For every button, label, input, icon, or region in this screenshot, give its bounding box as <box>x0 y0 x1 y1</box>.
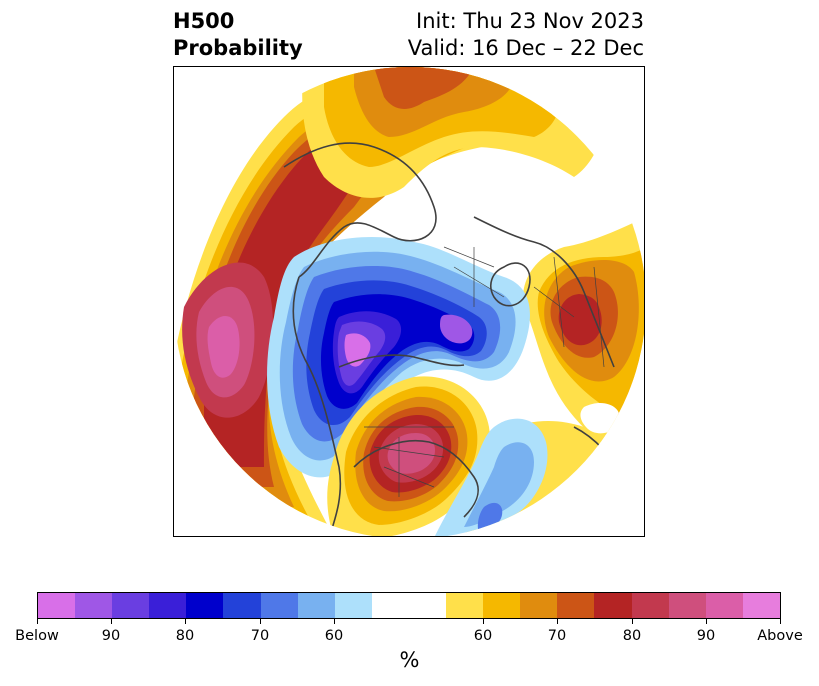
colorbar-swatch-neutral <box>371 593 447 618</box>
tick-label-above-70: 70 <box>547 628 567 644</box>
probability-map <box>174 67 644 536</box>
title-variable: H500 <box>173 9 235 33</box>
colorbar-swatch-below-80 <box>186 593 224 618</box>
colorbar-swatch-above-100 <box>742 593 780 618</box>
colorbar-swatch-below-65 <box>297 593 335 618</box>
tick-label-above-80: 80 <box>622 628 642 644</box>
tick-mark <box>185 619 186 624</box>
colorbar-swatch-above-75 <box>557 593 595 618</box>
tick-label-below: Below <box>15 628 59 644</box>
colorbar <box>37 592 781 619</box>
init-date: Init: Thu 23 Nov 2023 <box>416 9 644 33</box>
colorbar-unit-label: % <box>399 648 420 672</box>
map-panel <box>173 66 645 537</box>
colorbar-swatch-above-70 <box>520 593 558 618</box>
tick-mark <box>632 619 633 624</box>
tick-label-above: Above <box>757 628 803 644</box>
colorbar-swatch-above-60 <box>446 593 484 618</box>
polar-trough-anomaly <box>267 237 530 478</box>
tick-mark <box>557 619 558 624</box>
colorbar-ticks: Below 90 80 70 60 60 70 80 90 Above <box>15 619 803 649</box>
north-america-ridge-anomaly <box>327 376 490 536</box>
tick-mark <box>334 619 335 624</box>
colorbar-swatch-below-60 <box>334 593 372 618</box>
chart-title-right: Init: Thu 23 Nov 2023 Valid: 16 Dec – 22… <box>408 8 644 62</box>
valid-range: Valid: 16 Dec – 22 Dec <box>407 36 644 60</box>
colorbar-swatch-below-100 <box>38 593 76 618</box>
tick-label-above-90: 90 <box>696 628 716 644</box>
chart-title-left: H500 Probability <box>173 8 303 62</box>
tick-label-below-70: 70 <box>250 628 270 644</box>
colorbar-swatch-above-65 <box>483 593 521 618</box>
neutral-pocket <box>580 402 620 434</box>
tick-label-below-80: 80 <box>175 628 195 644</box>
tick-mark <box>780 619 781 624</box>
atlantic-ridge-anomaly <box>302 67 605 198</box>
political-borders <box>364 246 605 497</box>
tick-label-below-60: 60 <box>324 628 344 644</box>
colorbar-swatch-above-90 <box>668 593 706 618</box>
colorbar-swatch-below-90 <box>112 593 150 618</box>
map-disk <box>174 67 644 536</box>
tick-mark <box>260 619 261 624</box>
colorbar-swatch-above-80 <box>594 593 632 618</box>
colorbar-swatch-below-95 <box>75 593 113 618</box>
colorbar-swatch-above-95 <box>705 593 743 618</box>
colorbar-swatch-above-85 <box>631 593 669 618</box>
tick-mark <box>111 619 112 624</box>
colorbar-swatch-below-85 <box>149 593 187 618</box>
tick-mark <box>706 619 707 624</box>
atlantic-trough-anomaly <box>434 418 548 536</box>
colorbar-swatch-below-70 <box>260 593 298 618</box>
tick-label-below-90: 90 <box>101 628 121 644</box>
colorbar-swatch-below-75 <box>223 593 261 618</box>
title-product: Probability <box>173 36 303 60</box>
tick-mark <box>483 619 484 624</box>
tick-label-above-60: 60 <box>473 628 493 644</box>
tick-mark <box>37 619 38 624</box>
